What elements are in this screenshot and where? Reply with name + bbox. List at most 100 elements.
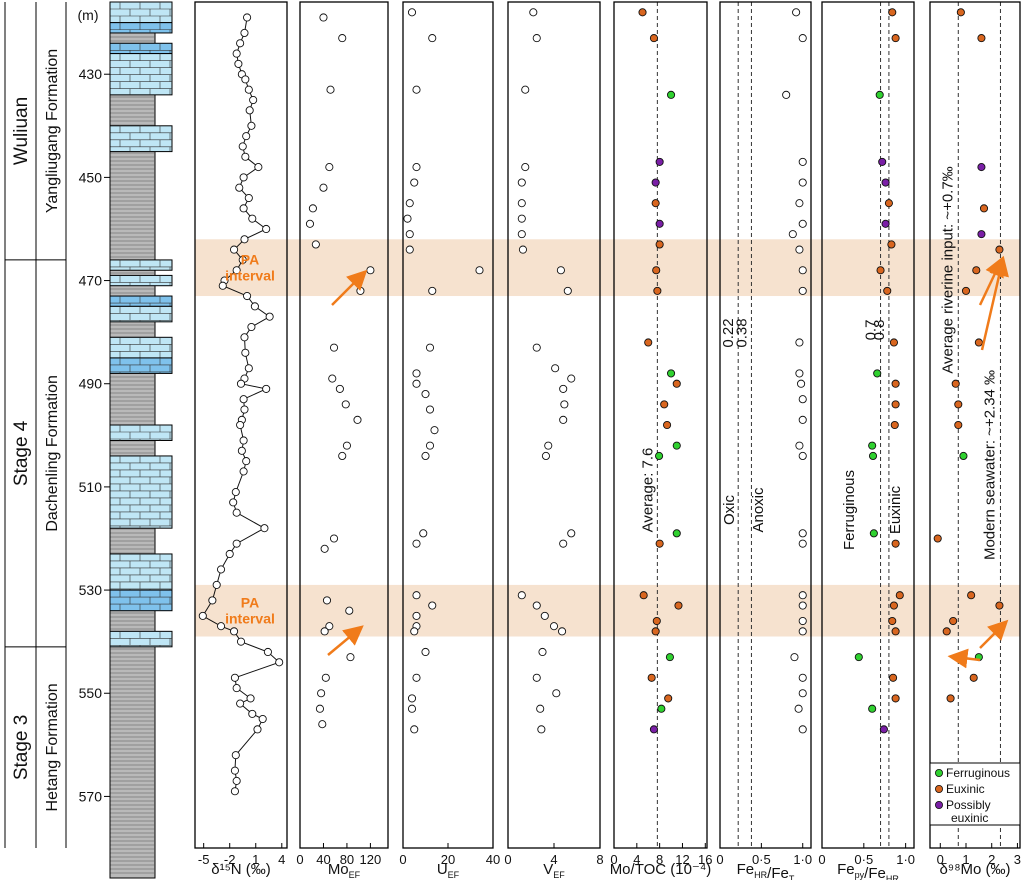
data-point xyxy=(544,441,553,450)
data-point xyxy=(235,183,244,192)
data-point xyxy=(798,627,807,636)
panel-frame xyxy=(507,1,601,849)
stage-label: Stage 4 xyxy=(11,420,32,486)
data-point xyxy=(405,230,414,239)
data-point xyxy=(318,720,327,729)
x-tick-label: 1 xyxy=(962,852,969,867)
data-point xyxy=(212,580,221,589)
data-point xyxy=(366,266,375,275)
data-point xyxy=(232,266,241,275)
panel-frame xyxy=(719,1,812,849)
data-point xyxy=(410,725,419,734)
data-point xyxy=(660,400,669,409)
data-point xyxy=(868,704,877,713)
data-point xyxy=(560,400,569,409)
data-point xyxy=(321,673,330,682)
data-point xyxy=(412,85,421,94)
data-point xyxy=(647,673,656,682)
x-axis-label: Mo/TOC (10⁻⁴) xyxy=(610,861,712,878)
data-point xyxy=(798,219,807,228)
fe-hr-threshold-label: 0.22 xyxy=(720,318,737,347)
data-point xyxy=(244,193,253,203)
data-point xyxy=(428,34,437,43)
data-point xyxy=(325,163,334,172)
lithology-bed xyxy=(109,424,173,441)
panel-frame xyxy=(929,1,1021,849)
data-point xyxy=(977,230,986,239)
data-point xyxy=(795,369,804,378)
data-point xyxy=(649,725,658,734)
x-tick-label: 40 xyxy=(316,852,330,867)
data-point xyxy=(232,539,241,548)
data-point xyxy=(230,766,239,775)
data-point xyxy=(240,28,249,38)
data-point xyxy=(248,214,257,223)
x-tick-label: -5 xyxy=(198,852,210,867)
data-point xyxy=(338,34,347,43)
data-point xyxy=(798,34,807,43)
pa-interval-band xyxy=(195,239,1020,297)
panel-d15n: -5 -2 1 4 δ¹⁵N (‰) xyxy=(194,1,288,878)
panel-frame xyxy=(613,1,708,849)
data-point xyxy=(551,364,560,373)
panel-frame xyxy=(299,1,389,849)
data-point xyxy=(236,379,246,388)
data-point xyxy=(216,622,226,631)
data-point xyxy=(236,699,245,708)
x-axis-label: VEF xyxy=(543,861,565,880)
data-point xyxy=(895,591,904,600)
data-point xyxy=(322,596,332,605)
data-point xyxy=(875,90,884,99)
x-axis-label: UEF xyxy=(437,861,460,880)
lithology-bed xyxy=(109,274,173,287)
data-point xyxy=(868,451,878,461)
data-point xyxy=(517,591,526,600)
x-tick-label: 0 xyxy=(610,852,617,867)
data-point xyxy=(244,85,253,94)
data-point xyxy=(798,395,807,404)
data-point xyxy=(946,694,955,703)
x-axis-label: Fepy/FeHR xyxy=(837,861,899,880)
data-point xyxy=(655,157,664,166)
data-point xyxy=(655,539,664,548)
x-tick-label: 20 xyxy=(441,852,455,867)
data-point xyxy=(881,178,890,187)
data-point xyxy=(335,384,344,393)
data-point xyxy=(230,673,239,682)
data-point xyxy=(328,374,337,383)
data-point xyxy=(889,338,898,347)
data-point xyxy=(521,85,530,94)
data-point xyxy=(649,34,658,43)
legend-marker xyxy=(935,785,944,794)
data-point xyxy=(949,616,958,626)
x-axis-label: δ¹⁵N (‰) xyxy=(211,861,271,878)
data-point xyxy=(412,379,421,388)
data-point xyxy=(247,322,256,332)
depth-tick-label: 550 xyxy=(79,685,103,701)
x-tick-label: 80 xyxy=(340,852,354,867)
lithology-bed xyxy=(109,42,173,55)
riverine-input-label: Average riverine input: ~+0.7‰ xyxy=(939,166,956,373)
data-point xyxy=(412,673,421,682)
data-point xyxy=(239,173,248,182)
data-point xyxy=(854,653,863,662)
data-point xyxy=(342,441,351,450)
data-point xyxy=(532,673,541,682)
data-point xyxy=(652,616,661,626)
data-point xyxy=(798,601,807,610)
data-point xyxy=(672,441,681,450)
x-tick-label: 8 xyxy=(596,852,603,867)
data-point xyxy=(888,8,897,17)
data-point xyxy=(517,199,526,208)
legend-label: Ferruginous xyxy=(946,766,1010,780)
depth-tick-label: 470 xyxy=(79,273,103,289)
depth-unit-label: (m) xyxy=(78,7,99,23)
data-point xyxy=(889,673,898,682)
data-point xyxy=(243,291,252,301)
fe-py-threshold-label: 0.8 xyxy=(871,320,888,341)
x-tick-label: 1 xyxy=(252,852,259,867)
data-point xyxy=(959,451,968,461)
data-point xyxy=(231,488,240,497)
data-point xyxy=(243,13,252,22)
